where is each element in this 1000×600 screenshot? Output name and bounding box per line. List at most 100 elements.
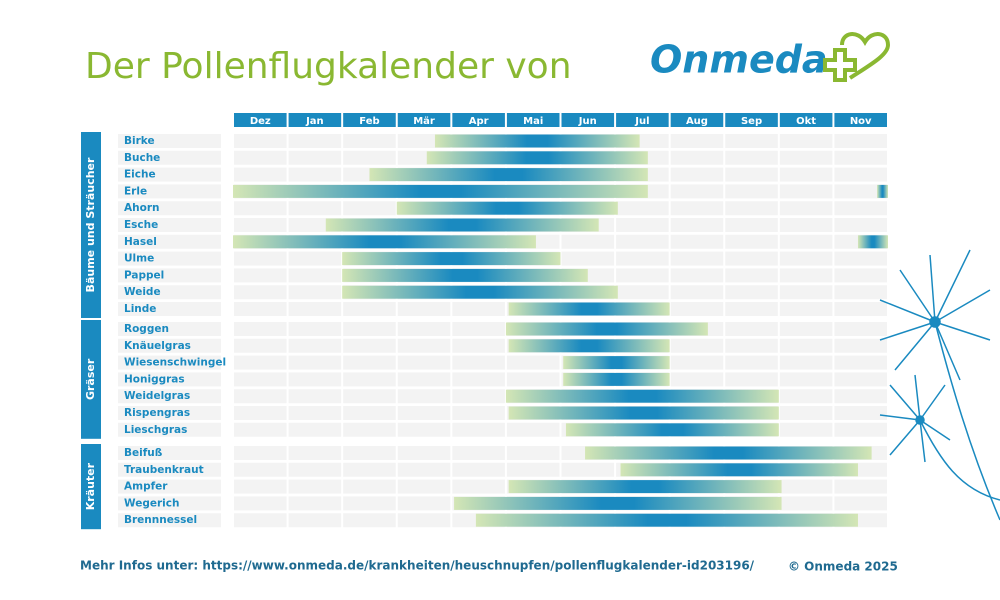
month-header <box>725 113 778 127</box>
cell <box>670 167 724 182</box>
cell <box>343 389 396 404</box>
cell <box>834 372 887 387</box>
cell <box>779 218 833 232</box>
cell <box>397 422 451 437</box>
month-header <box>506 113 560 127</box>
cell <box>288 479 342 494</box>
x-tick-label: Jul <box>634 116 649 127</box>
cell <box>670 251 724 266</box>
pollen-bar <box>877 184 888 198</box>
pollen-bar <box>342 285 618 299</box>
cell <box>670 302 724 316</box>
cell <box>234 496 287 511</box>
cell <box>834 167 887 182</box>
group-box <box>81 132 101 318</box>
cell <box>670 218 724 232</box>
cell <box>725 150 778 165</box>
cell <box>670 234 724 249</box>
cell <box>670 338 724 353</box>
cell <box>725 285 778 300</box>
cell <box>561 234 615 249</box>
cell <box>234 479 287 494</box>
cell <box>452 322 505 336</box>
cell <box>343 462 396 477</box>
label-cell <box>118 218 221 232</box>
row-label: Weidelgras <box>124 390 190 402</box>
cell <box>288 285 342 300</box>
cell <box>397 372 451 387</box>
cell <box>834 479 887 494</box>
cell <box>670 285 724 300</box>
cell <box>343 446 396 460</box>
cell <box>343 134 396 148</box>
cell <box>288 422 342 437</box>
cell <box>397 338 451 353</box>
cell <box>779 268 833 283</box>
group-box <box>81 444 101 530</box>
pollen-bar <box>508 480 782 494</box>
x-tick-label: Feb <box>359 116 379 127</box>
row-label: Knäuelgras <box>124 340 191 352</box>
cell <box>343 479 396 494</box>
decoration <box>879 249 1000 521</box>
label-cell <box>118 285 221 300</box>
group-label: Gräser <box>84 358 97 400</box>
cell <box>234 355 287 370</box>
x-tick-label: Sep <box>741 116 762 127</box>
group-label: Kräuter <box>84 462 97 510</box>
cell <box>616 234 669 249</box>
cell <box>234 251 287 266</box>
cell <box>397 389 451 404</box>
row-label: Honiggras <box>124 373 185 385</box>
row-label: Beifuß <box>124 447 163 459</box>
row-label: Erle <box>124 185 147 197</box>
cell <box>506 446 560 460</box>
label-cell <box>118 184 221 199</box>
cell <box>616 285 669 300</box>
row-label: Brennnessel <box>124 514 197 526</box>
x-tick-label: Jan <box>305 116 324 127</box>
chart-title: Der Pollenflugkalender von <box>85 46 572 87</box>
cell <box>506 462 560 477</box>
month-header <box>670 113 724 127</box>
cell <box>779 355 833 370</box>
cell <box>234 372 287 387</box>
cell <box>834 302 887 316</box>
cell <box>234 268 287 283</box>
cell <box>834 355 887 370</box>
cell <box>452 446 505 460</box>
logo-icon <box>823 32 891 82</box>
cell <box>834 218 887 232</box>
cell <box>834 406 887 420</box>
cell <box>834 322 887 336</box>
cell <box>506 372 560 387</box>
cell <box>834 134 887 148</box>
cell <box>834 389 887 404</box>
pollen-bar <box>508 339 670 353</box>
cell <box>616 251 669 266</box>
cell <box>779 389 833 404</box>
x-tick-label: Dez <box>250 116 271 127</box>
row-label: Birke <box>124 135 155 147</box>
row-label: Esche <box>124 219 158 231</box>
cell <box>779 134 833 148</box>
label-cell <box>118 150 221 165</box>
cell <box>779 422 833 437</box>
pollen-bar <box>505 322 708 336</box>
cell <box>288 338 342 353</box>
row-label: Linde <box>124 303 156 315</box>
label-cell <box>118 446 221 460</box>
pollen-bar <box>342 268 588 282</box>
row-label: Ulme <box>124 253 154 265</box>
pollen-bar <box>325 218 599 232</box>
plot: Dez Jan Feb Mär Apr Mai Jun Jul Aug Sep Okt Nov Bäum… <box>81 113 888 530</box>
cell <box>452 302 505 316</box>
label-cell <box>118 355 221 370</box>
cell <box>452 389 505 404</box>
cell <box>561 251 615 266</box>
cell <box>725 134 778 148</box>
row-label: Lieschgras <box>124 424 187 436</box>
row-label: Roggen <box>124 323 169 335</box>
cell <box>725 268 778 283</box>
